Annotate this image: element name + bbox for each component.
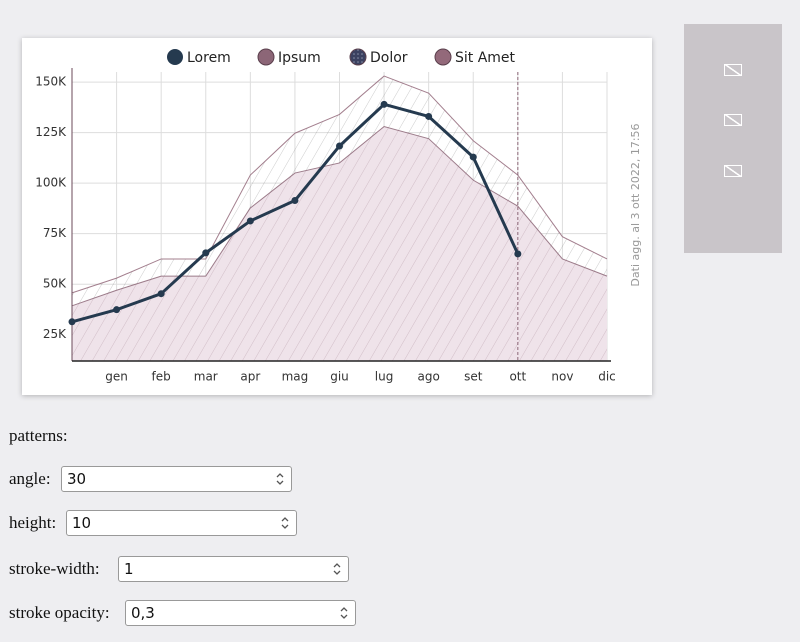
annotation: Dati agg. al 3 ott 2022, 17:56 [629,123,642,286]
x-tick-label: ott [509,370,526,384]
point [113,306,121,314]
point [291,197,299,205]
legend-label: Lorem [187,50,231,66]
side-panel [684,24,782,253]
legend-label: Ipsum [278,50,321,66]
number-input[interactable]: 0,3 [125,600,356,626]
x-tick-label: giu [330,370,349,384]
field-label: angle: [9,469,51,488]
legend-label: Sit Amet [455,50,516,66]
field-label: height: [9,513,57,532]
area-line [71,75,608,294]
x-tick-label: feb [152,370,171,384]
y-tick-label: 50K [43,277,67,291]
spinner[interactable] [275,471,285,487]
icon[interactable] [724,114,742,126]
legend-swatch [167,49,183,65]
number-input[interactable]: 10 [66,510,297,536]
x-tick-label: ago [418,370,440,384]
field-label: stroke-width: [9,559,100,578]
y-tick-label: 75K [43,226,67,240]
x-tick-label: gen [105,370,128,384]
y-tick-label: 125K [35,125,67,139]
point [246,217,254,225]
legend-swatch [349,48,367,66]
point [68,318,76,326]
controls-title: patterns: [9,426,68,445]
input-value: 1 [124,560,134,578]
input-value: 30 [67,470,87,488]
x-tick-label: mag [282,370,309,384]
legend-swatch [257,48,275,66]
x-tick-label: nov [551,370,573,384]
input-value: 0,3 [131,604,155,622]
point [425,112,433,120]
y-tick-label: 150K [35,75,67,89]
point [336,142,343,150]
area-line [71,126,608,307]
x-tick-label: set [464,370,483,384]
point [380,100,388,108]
chart-card: 25K 50K 75K 100K 125K 150K gen feb mar apr mag giu l… [22,38,652,395]
x-tick-label: lug [375,370,394,384]
y-tick-label: 100K [35,176,67,190]
icon[interactable] [724,165,742,177]
spinner[interactable] [332,561,342,577]
x-tick-label: apr [240,370,260,384]
spinner[interactable] [339,605,349,621]
number-input[interactable]: 1 [118,556,349,582]
icon[interactable] [724,64,742,76]
field-label: stroke opacity: [9,603,110,622]
legend-swatch [434,48,452,66]
number-input[interactable]: 30 [61,466,292,492]
chart: 25K 50K 75K 100K 125K 150K gen feb mar apr mag giu l… [35,48,642,384]
input-value: 10 [72,514,92,532]
spinner[interactable] [280,515,290,531]
legend-label: Dolor [370,50,408,66]
x-tick-label: dic [598,370,616,384]
area [72,126,607,361]
point [514,250,522,258]
point [469,153,477,161]
y-tick-label: 25K [43,327,67,341]
point [157,290,165,298]
x-tick-label: mar [194,370,218,384]
point [202,249,210,257]
